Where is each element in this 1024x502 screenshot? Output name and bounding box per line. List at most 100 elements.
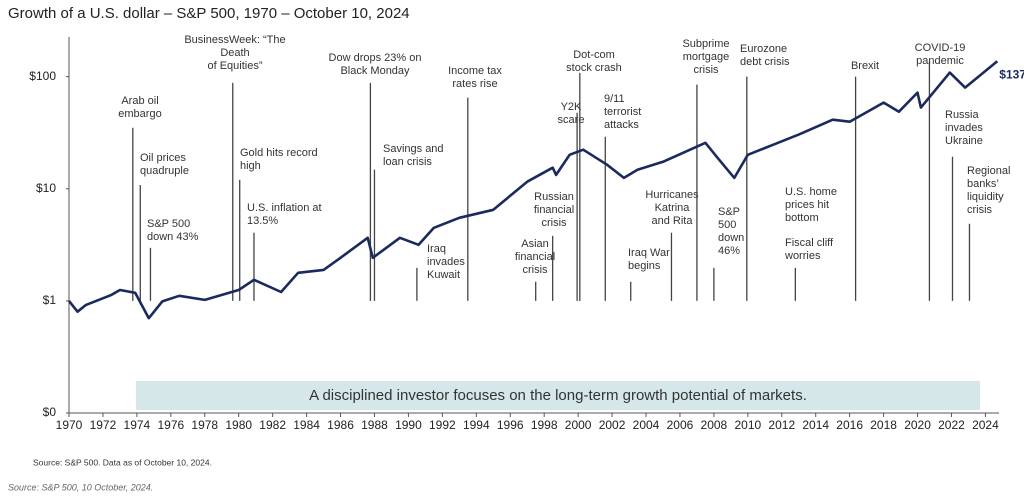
x-tick-label: 2018: [870, 418, 897, 432]
x-tick-label: 1996: [497, 418, 524, 432]
source-note: Source: S&P 500. Data as of October 10, …: [33, 457, 212, 467]
annotation-text: terrorist: [604, 106, 641, 118]
x-tick-label: 2012: [768, 418, 795, 432]
annotation-text: Katrina: [655, 202, 691, 214]
annotation-text: financial: [534, 204, 574, 216]
x-tick-label: 1978: [191, 418, 218, 432]
x-tick-label: 1986: [327, 418, 354, 432]
annotation-text: crisis: [967, 204, 993, 216]
annotation-text: stock crash: [566, 62, 622, 74]
annotation-text: worries: [784, 250, 821, 262]
annotation-text: pandemic: [916, 55, 964, 67]
annotation-text: scare: [558, 114, 585, 126]
x-tick-label: 1984: [293, 418, 320, 432]
annotation-text: 500: [718, 219, 736, 231]
annotation-text: Arab oil: [121, 95, 158, 107]
annotation-text: down 43%: [147, 231, 199, 243]
annotation-text: Income tax: [448, 65, 502, 77]
x-tick-label: 1970: [56, 418, 83, 432]
x-tick-label: 1982: [259, 418, 286, 432]
annotation-text: Oil prices: [140, 152, 186, 164]
annotation-text: Russia: [945, 109, 980, 121]
annotation-text: Iraq: [427, 243, 446, 255]
x-tick-label: 2002: [599, 418, 626, 432]
y-tick-label: $100: [29, 69, 56, 83]
annotation-text: crisis: [541, 217, 567, 229]
x-tick-label: 1980: [225, 418, 252, 432]
x-tick-label: 2006: [667, 418, 694, 432]
annotation-text: Iraq War: [628, 247, 670, 259]
annotation-text: quadruple: [140, 165, 189, 177]
x-tick-label: 2004: [633, 418, 660, 432]
x-tick-label: 2008: [701, 418, 728, 432]
annotation-text: Black Monday: [340, 65, 410, 77]
annotation-text: Asian: [521, 238, 549, 250]
annotation-text: 46%: [718, 245, 740, 257]
annotation-text: begins: [628, 260, 661, 272]
annotation-text: S&P: [718, 206, 740, 218]
x-tick-label: 2000: [565, 418, 592, 432]
annotation-text: invades: [427, 256, 465, 268]
annotation-text: of Equities”: [207, 60, 262, 72]
annotation-text: Kuwait: [427, 269, 460, 281]
annotation-text: Death: [220, 47, 249, 59]
annotation-text: Eurozone: [740, 43, 787, 55]
annotation-text: mortgage: [683, 51, 729, 63]
annotation-text: crisis: [522, 264, 548, 276]
annotation-text: Hurricanes: [645, 189, 699, 201]
x-tick-label: 2010: [734, 418, 761, 432]
x-tick-label: 1990: [395, 418, 422, 432]
annotation-text: 9/11: [604, 93, 625, 105]
annotation-text: embargo: [118, 108, 161, 120]
annotation-text: Dot-com: [573, 49, 615, 61]
annotation-text: Fiscal cliff: [785, 237, 834, 249]
x-tick-label: 2020: [904, 418, 931, 432]
annotation-text: COVID-19: [915, 42, 966, 54]
y-tick-label: $10: [36, 181, 56, 195]
annotation-text: U.S. home: [785, 186, 837, 198]
x-tick-label: 2022: [938, 418, 965, 432]
x-tick-label: 2016: [836, 418, 863, 432]
x-tick-label: 1992: [429, 418, 456, 432]
annotation-text: attacks: [604, 119, 639, 131]
annotation-text: U.S. inflation at: [247, 202, 322, 214]
end-label: $137: [999, 67, 1024, 81]
annotation-text: invades: [945, 122, 983, 134]
annotation-text: Gold hits record: [240, 147, 318, 159]
x-tick-label: 2024: [972, 418, 999, 432]
annotation-text: Ukraine: [945, 135, 983, 147]
x-tick-label: 1994: [463, 418, 490, 432]
banner-text: A disciplined investor focuses on the lo…: [309, 387, 807, 404]
annotation-text: bottom: [785, 212, 819, 224]
annotation-text: financial: [515, 251, 555, 263]
annotation-text: and Rita: [652, 215, 694, 227]
x-tick-label: 2014: [802, 418, 829, 432]
annotation-text: Dow drops 23% on: [329, 52, 422, 64]
chart-title: Growth of a U.S. dollar – S&P 500, 1970 …: [8, 5, 410, 22]
annotation-text: rates rise: [452, 78, 497, 90]
annotation-text: high: [240, 160, 261, 172]
annotation-text: liquidity: [967, 191, 1004, 203]
annotation-text: loan crisis: [383, 156, 432, 168]
line-series: [67, 60, 999, 320]
x-tick-label: 1998: [531, 418, 558, 432]
annotation-text: Y2K: [561, 101, 582, 113]
banner-box: [136, 381, 980, 410]
annotation-text: 13.5%: [247, 215, 278, 227]
x-tick-label: 1988: [361, 418, 388, 432]
x-tick-label: 1972: [90, 418, 117, 432]
annotation-text: S&P 500: [147, 218, 190, 230]
caption: Source: S&P 500, 10 October, 2024.: [8, 482, 153, 492]
annotation-text: debt crisis: [740, 56, 790, 68]
annotation-text: banks’: [967, 178, 999, 190]
y-tick-label: $0: [43, 405, 57, 419]
y-tick-label: $1: [43, 293, 57, 307]
annotation-text: Regional: [967, 165, 1010, 177]
x-tick-label: 1976: [157, 418, 184, 432]
annotation-text: Brexit: [851, 60, 879, 72]
annotation-text: prices hit: [785, 199, 829, 211]
annotation-text: Savings and: [383, 143, 444, 155]
annotation-text: BusinessWeek: “The: [184, 34, 285, 46]
annotation-text: Russian: [534, 191, 574, 203]
